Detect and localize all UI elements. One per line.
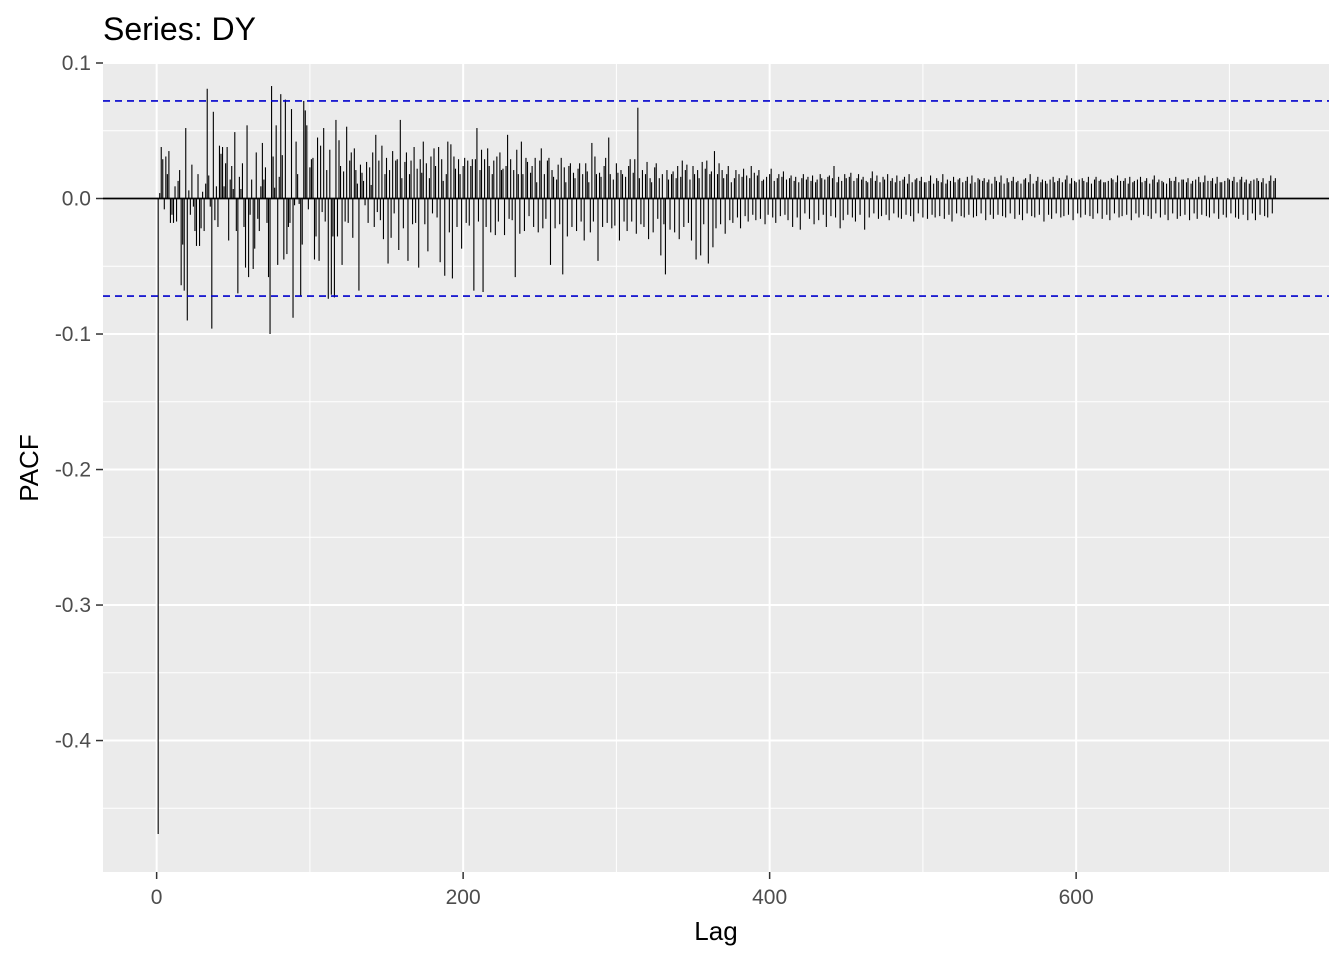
y-axis-title: PACF bbox=[14, 434, 44, 501]
y-tick-label: -0.2 bbox=[55, 459, 91, 482]
x-axis-ticks: 0 200 400 600 bbox=[151, 872, 1094, 909]
y-tick-label: -0.1 bbox=[55, 323, 91, 346]
x-tick-label: 600 bbox=[1059, 886, 1094, 909]
x-tick-label: 0 bbox=[151, 886, 163, 909]
y-axis-ticks: 0.1 0.0 -0.1 -0.2 -0.3 -0.4 bbox=[55, 52, 103, 753]
y-tick-label: -0.3 bbox=[55, 594, 91, 617]
pacf-bars bbox=[157, 86, 1276, 835]
x-axis-title: Lag bbox=[694, 916, 737, 946]
chart-title: Series: DY bbox=[103, 11, 256, 47]
y-tick-label: 0.1 bbox=[62, 52, 91, 75]
y-tick-label: 0.0 bbox=[62, 188, 91, 211]
x-tick-label: 200 bbox=[446, 886, 481, 909]
y-tick-label: -0.4 bbox=[55, 730, 92, 753]
x-tick-label: 400 bbox=[752, 886, 787, 909]
